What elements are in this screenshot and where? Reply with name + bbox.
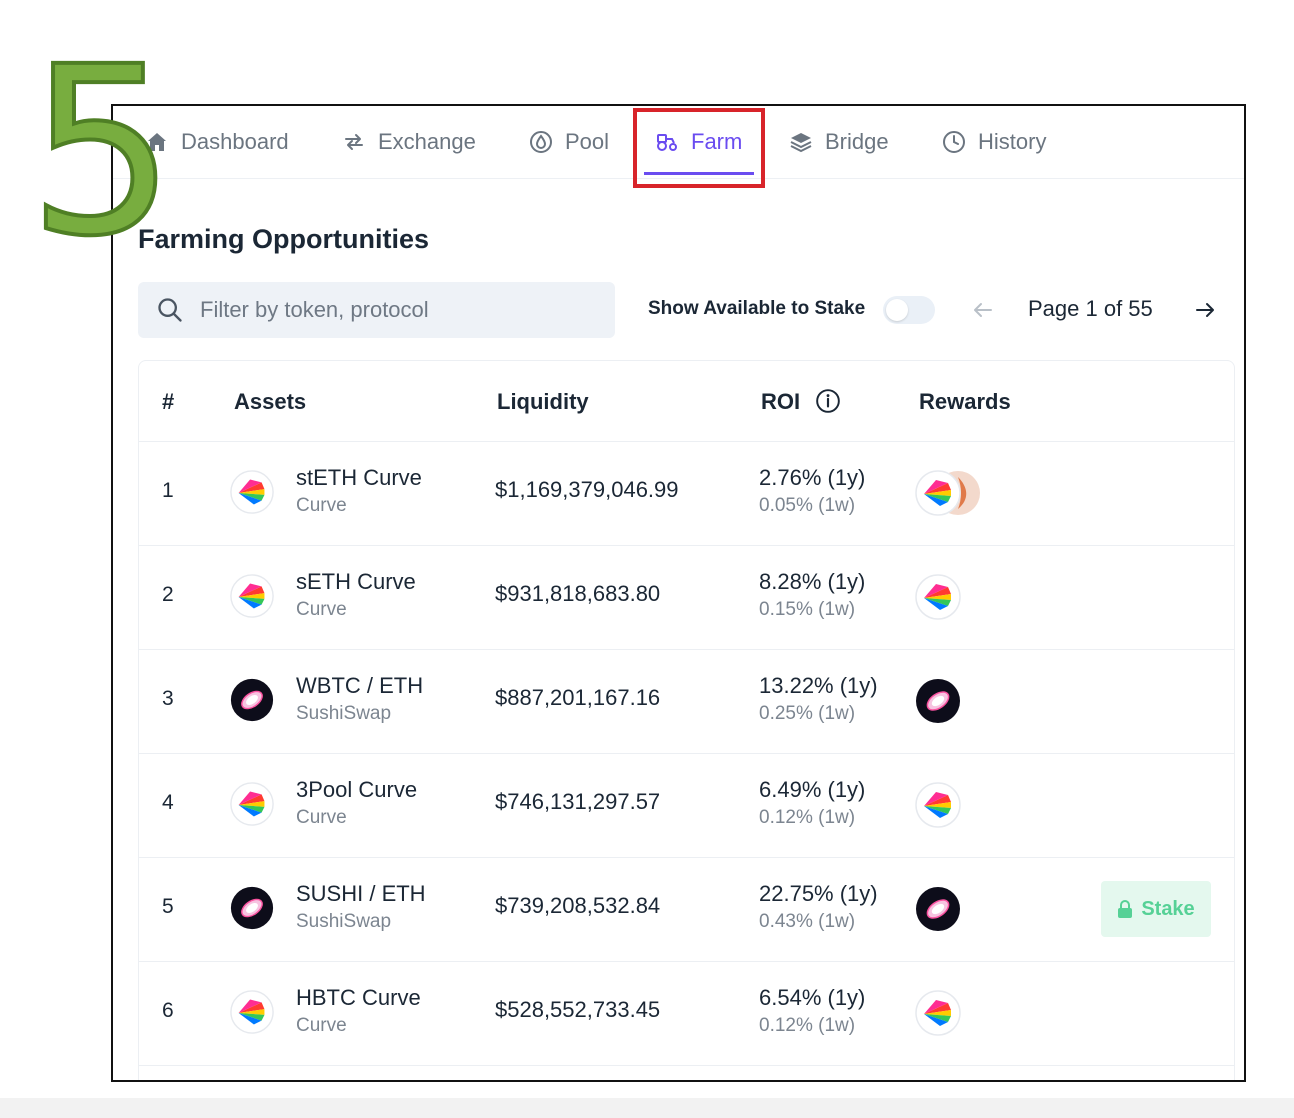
roi-weekly: 0.25% (1w)	[759, 703, 856, 724]
asset-name: HBTC Curve	[296, 985, 421, 1010]
asset-protocol: Curve	[296, 599, 347, 620]
app-window: Dashboard Exchange Pool Farm Bridge Hist…	[111, 104, 1246, 1082]
table-row[interactable]: 2 sETH Curve Curve $931,818,683.80 8.28%…	[139, 545, 1234, 650]
roi-weekly: 0.43% (1w)	[759, 911, 856, 932]
liquidity-value: $887,201,167.16	[495, 685, 661, 710]
farm-tab-highlight	[633, 108, 765, 188]
top-navigation: Dashboard Exchange Pool Farm Bridge Hist…	[113, 106, 1244, 188]
roi-yearly: 6.49% (1y)	[759, 777, 866, 802]
table-row[interactable]: 4 3Pool Curve Curve $746,131,297.57 6.49…	[139, 753, 1234, 858]
previous-page-arrow-icon[interactable]	[971, 298, 995, 322]
asset-name: stETH Curve	[296, 465, 422, 490]
liquidity-value: $739,208,532.84	[495, 893, 661, 918]
asset-protocol: Curve	[296, 1015, 347, 1036]
row-index: 4	[162, 791, 174, 814]
table-row[interactable]: 1 stETH Curve Curve $1,169,379,046.99 2.…	[139, 441, 1234, 546]
header-assets: Assets	[234, 389, 307, 414]
home-icon	[148, 133, 166, 151]
search-box[interactable]	[138, 282, 615, 338]
pool-drop-icon	[530, 131, 552, 153]
step-number-badge: 5	[26, 17, 178, 287]
page-indicator: Page 1 of 55	[1028, 296, 1153, 321]
nav-label: Pool	[565, 129, 610, 154]
roi-yearly: 22.75% (1y)	[759, 881, 878, 906]
curve-logo-icon	[229, 573, 275, 619]
asset-name: 3Pool Curve	[296, 777, 418, 802]
liquidity-value: $528,552,733.45	[495, 997, 661, 1022]
tractor-icon	[657, 134, 677, 151]
sushi-logo-icon	[914, 885, 962, 933]
stake-label: Stake	[1141, 897, 1195, 920]
search-icon	[158, 298, 182, 322]
swap-icon	[345, 134, 363, 150]
roi-weekly: 0.12% (1w)	[759, 807, 856, 828]
nav-item-bridge[interactable]: Bridge	[789, 124, 889, 160]
asset-name: SUSHI / ETH	[296, 881, 426, 906]
roi-yearly: 6.54% (1y)	[759, 985, 866, 1010]
show-available-label: Show Available to Stake	[648, 298, 866, 319]
asset-name: sETH Curve	[296, 569, 416, 594]
asset-protocol: Curve	[296, 495, 347, 516]
curve-logo-icon	[229, 781, 275, 827]
table-row[interactable]: 5 SUSHI / ETH SushiSwap $739,208,532.84 …	[139, 857, 1234, 962]
header-rewards: Rewards	[919, 389, 1011, 414]
liquidity-value: $1,169,379,046.99	[495, 477, 679, 502]
nav-item-dashboard[interactable]: Dashboard	[145, 124, 289, 160]
nav-label: Exchange	[378, 129, 476, 154]
roi-weekly: 0.05% (1w)	[759, 495, 856, 516]
bottom-strip	[0, 1098, 1294, 1118]
sushi-logo-icon	[914, 677, 962, 725]
page-title: Farming Opportunities	[138, 224, 430, 254]
show-available-toggle[interactable]	[883, 296, 935, 324]
sushi-logo-icon	[229, 885, 275, 931]
sushi-logo-icon	[229, 677, 275, 723]
roi-yearly: 13.22% (1y)	[759, 673, 878, 698]
curve-logo-icon	[914, 781, 962, 829]
toggle-knob	[886, 299, 908, 321]
lock-icon	[1118, 900, 1133, 918]
info-icon[interactable]	[815, 388, 841, 414]
curve-logo-icon	[229, 469, 275, 515]
next-page-arrow-icon[interactable]	[1193, 298, 1217, 322]
clock-icon	[943, 131, 965, 153]
row-index: 1	[162, 479, 174, 502]
row-index: 5	[162, 895, 174, 918]
active-tab-indicator	[644, 172, 754, 175]
liquidity-value: $746,131,297.57	[495, 789, 661, 814]
nav-label: Bridge	[825, 129, 889, 154]
header-index: #	[162, 389, 175, 414]
header-roi: ROI	[761, 389, 801, 414]
farming-table: # Assets Liquidity ROI Rewards 1 stETH C…	[138, 360, 1235, 1080]
nav-label: Dashboard	[181, 129, 289, 154]
curve-logo-icon	[229, 989, 275, 1035]
curve-logo-icon	[914, 469, 962, 517]
table-header: # Assets Liquidity ROI Rewards	[139, 361, 1234, 442]
row-index: 2	[162, 583, 174, 606]
roi-yearly: 8.28% (1y)	[759, 569, 866, 594]
layers-icon	[790, 133, 812, 153]
table-row[interactable]: 3 WBTC / ETH SushiSwap $887,201,167.16 1…	[139, 649, 1234, 754]
row-index: 3	[162, 687, 174, 710]
roi-weekly: 0.15% (1w)	[759, 599, 856, 620]
curve-logo-icon	[914, 573, 962, 621]
stake-button[interactable]: Stake	[1101, 881, 1211, 937]
asset-protocol: Curve	[296, 807, 347, 828]
asset-protocol: SushiSwap	[296, 703, 392, 724]
search-input[interactable]	[198, 296, 602, 324]
nav-item-farm[interactable]: Farm	[655, 124, 742, 160]
asset-name: WBTC / ETH	[296, 673, 424, 698]
nav-item-exchange[interactable]: Exchange	[342, 124, 476, 160]
liquidity-value: $931,818,683.80	[495, 581, 661, 606]
curve-logo-icon	[914, 989, 962, 1037]
nav-item-history[interactable]: History	[942, 124, 1046, 160]
header-liquidity: Liquidity	[497, 389, 589, 414]
asset-protocol: SushiSwap	[296, 911, 392, 932]
roi-yearly: 2.76% (1y)	[759, 465, 866, 490]
roi-weekly: 0.12% (1w)	[759, 1015, 856, 1036]
nav-item-pool[interactable]: Pool	[529, 124, 609, 160]
nav-label: History	[978, 129, 1047, 154]
nav-label: Farm	[691, 129, 743, 154]
row-index: 6	[162, 999, 174, 1022]
table-row[interactable]: 6 HBTC Curve Curve $528,552,733.45 6.54%…	[139, 961, 1234, 1066]
